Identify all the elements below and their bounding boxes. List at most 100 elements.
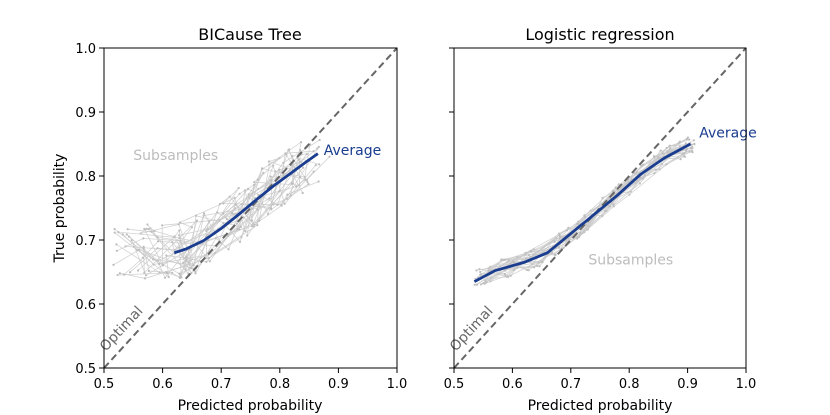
subsample-point bbox=[635, 171, 638, 174]
subsample-point bbox=[312, 170, 315, 173]
subsample-point bbox=[158, 263, 161, 266]
subsample-point bbox=[190, 267, 193, 270]
subsample-point bbox=[142, 237, 145, 240]
subsample-point bbox=[527, 254, 531, 257]
subsample-point bbox=[153, 229, 156, 233]
subsample-point bbox=[194, 214, 198, 217]
subsample-point bbox=[291, 154, 294, 157]
chart-title: Logistic regression bbox=[525, 25, 674, 44]
x-tick-label: 1.0 bbox=[736, 377, 757, 392]
subsample-point bbox=[256, 224, 259, 227]
subsample-point bbox=[182, 261, 185, 264]
subsample-point bbox=[227, 234, 230, 237]
subsample-point bbox=[244, 230, 247, 233]
subsample-point bbox=[576, 237, 579, 240]
subsample-point bbox=[113, 231, 116, 234]
subsample-point bbox=[233, 213, 236, 216]
subsample-point bbox=[314, 164, 317, 167]
subsample-point bbox=[205, 260, 208, 263]
subsample-point bbox=[290, 182, 293, 185]
average-annotation: Average bbox=[324, 143, 382, 159]
subsample-point bbox=[683, 155, 687, 158]
subsample-point bbox=[530, 250, 533, 253]
subsample-point bbox=[476, 283, 479, 286]
optimal-line bbox=[453, 47, 747, 369]
subsample-point bbox=[286, 193, 289, 196]
subsample-point bbox=[317, 145, 320, 148]
subsample-point bbox=[118, 272, 121, 275]
subsample-point bbox=[161, 263, 164, 266]
subsample-point bbox=[316, 147, 319, 150]
subsample-point bbox=[318, 138, 321, 141]
subsample-point bbox=[207, 220, 211, 223]
subsample-point bbox=[301, 191, 304, 195]
panel-logistic-regression: Logistic regression Predicted probabilit… bbox=[444, 25, 757, 414]
subsample-point bbox=[614, 186, 617, 189]
subsample-point bbox=[328, 155, 331, 158]
subsample-point bbox=[239, 225, 243, 228]
subsample-point bbox=[677, 141, 681, 144]
subsample-point bbox=[247, 193, 250, 196]
subsample-point bbox=[171, 271, 174, 274]
subsample-point bbox=[190, 271, 193, 275]
subsample-point bbox=[258, 219, 261, 222]
panel-bicause-tree: BICause Tree Predicted probability True … bbox=[52, 25, 407, 414]
subsample-point bbox=[246, 234, 249, 237]
subsample-point bbox=[270, 179, 273, 182]
subsample-point bbox=[513, 261, 516, 264]
subsample-point bbox=[147, 228, 150, 231]
subsample-point bbox=[143, 227, 146, 231]
subsample-point bbox=[300, 141, 303, 144]
subsample-point bbox=[479, 273, 482, 276]
x-tick-label: 0.9 bbox=[677, 377, 698, 392]
subsample-point bbox=[236, 227, 239, 230]
subsample-point bbox=[150, 230, 153, 233]
subsample-point bbox=[690, 143, 693, 146]
subsample-point bbox=[138, 248, 141, 251]
subsample-point bbox=[178, 221, 181, 224]
x-tick-label: 0.7 bbox=[560, 377, 581, 392]
subsample-point bbox=[163, 276, 167, 279]
y-tick-label: 0.9 bbox=[75, 106, 96, 121]
x-tick-label: 0.8 bbox=[619, 377, 640, 392]
subsample-point bbox=[684, 142, 687, 145]
average-annotation: Average bbox=[699, 126, 757, 142]
subsample-point bbox=[178, 229, 181, 232]
subsample-point bbox=[216, 211, 219, 214]
subsamples-annotation: Subsamples bbox=[133, 148, 218, 164]
subsample-point bbox=[272, 164, 275, 167]
subsample-point bbox=[612, 205, 616, 208]
subsample-point bbox=[286, 197, 289, 200]
subsample-point bbox=[278, 168, 281, 171]
subsample-point bbox=[504, 269, 507, 272]
subsample-point bbox=[688, 138, 691, 141]
subsample-point bbox=[628, 193, 631, 196]
subsample-point bbox=[247, 187, 250, 190]
subsample-point bbox=[250, 219, 253, 222]
x-tick-label: 0.6 bbox=[502, 377, 523, 392]
subsample-point bbox=[299, 176, 302, 179]
subsample-point bbox=[156, 247, 159, 250]
subsample-point bbox=[195, 219, 198, 222]
subsample-point bbox=[184, 259, 187, 262]
subsample-line bbox=[153, 149, 296, 262]
subsample-point bbox=[180, 276, 183, 279]
y-tick-label: 1.0 bbox=[75, 42, 96, 57]
subsample-point bbox=[612, 203, 615, 206]
subsample-point bbox=[685, 148, 689, 151]
subsample-point bbox=[685, 137, 689, 141]
subsample-point bbox=[161, 224, 164, 227]
subsample-point bbox=[665, 146, 668, 150]
x-axis-label: Predicted probability bbox=[528, 398, 673, 414]
x-axis-label: Predicted probability bbox=[178, 398, 323, 414]
subsample-point bbox=[178, 272, 181, 275]
x-tick-label: 0.7 bbox=[211, 377, 232, 392]
subsample-point bbox=[126, 228, 129, 231]
subsample-point bbox=[157, 240, 160, 243]
subsample-point bbox=[268, 197, 271, 200]
subsample-point bbox=[317, 180, 320, 183]
subsample-point bbox=[165, 254, 168, 257]
subsample-point bbox=[480, 283, 483, 286]
subsample-point bbox=[507, 259, 510, 262]
